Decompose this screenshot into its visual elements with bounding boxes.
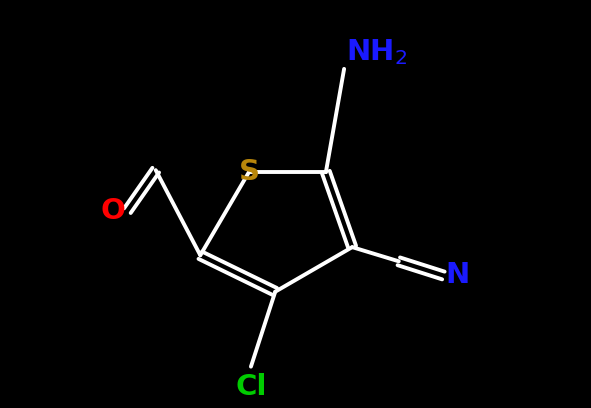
- Text: N: N: [446, 262, 470, 290]
- Text: Cl: Cl: [235, 373, 267, 401]
- Text: NH$_2$: NH$_2$: [346, 37, 407, 67]
- Text: O: O: [100, 197, 125, 225]
- Text: S: S: [238, 158, 259, 186]
